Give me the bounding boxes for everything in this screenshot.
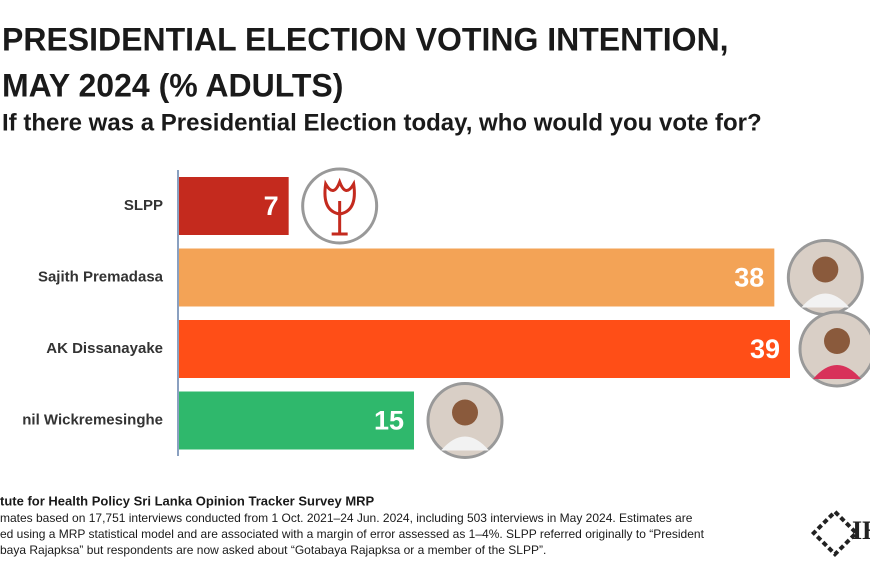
note: mates based on 17,751 interviews conduct…: [0, 511, 693, 525]
avatar-head: [452, 399, 478, 426]
avatar-body: [441, 436, 489, 451]
category-label: nil Wickremesinghe: [22, 411, 163, 428]
logo-mark: [810, 508, 860, 558]
bar: [179, 320, 790, 378]
logo: IH: [810, 508, 870, 558]
avatar-body: [801, 293, 850, 308]
value-label: 7: [264, 191, 279, 221]
bar: [179, 177, 289, 235]
category-label: AK Dissanayake: [46, 340, 163, 357]
chart-title: PRESIDENTIAL ELECTION VOTING INTENTION,: [2, 21, 729, 57]
value-label: 15: [374, 406, 404, 436]
chart-title: MAY 2024 (% ADULTS): [2, 67, 343, 103]
note: baya Rajapksa” but respondents are now a…: [0, 543, 546, 557]
lotus-icon: [323, 177, 356, 236]
logo-text: IH: [852, 516, 870, 545]
source: tute for Health Policy Sri Lanka Opinion…: [0, 493, 375, 508]
avatar-head: [824, 328, 850, 354]
note: ed using a MRP statistical model and are…: [0, 527, 705, 541]
avatar-body: [813, 365, 861, 379]
chart-subtitle: If there was a Presidential Election tod…: [2, 109, 762, 136]
category-label: Sajith Premadasa: [38, 268, 164, 285]
bar: [179, 391, 414, 450]
bar: [179, 248, 775, 307]
avatar-head: [812, 256, 839, 283]
value-label: 39: [750, 334, 780, 364]
category-label: SLPP: [124, 197, 163, 214]
value-label: 38: [734, 263, 764, 293]
